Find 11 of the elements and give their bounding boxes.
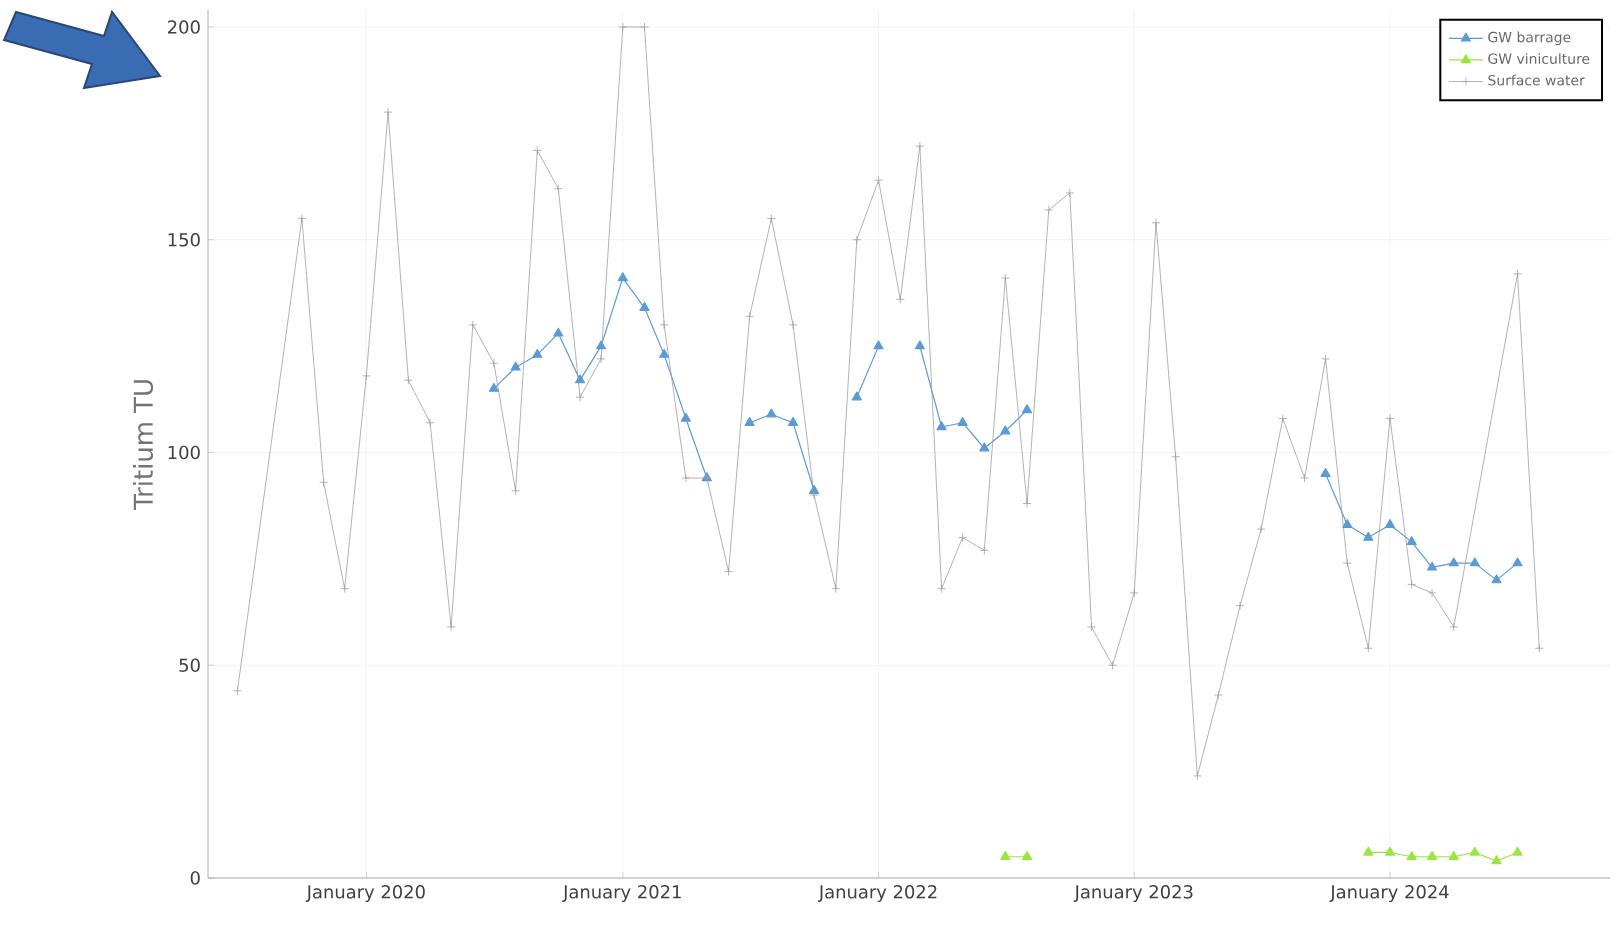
y-tick-label: 50 (179, 658, 200, 673)
y-tick-label: 100 (168, 445, 200, 460)
y-tick-label: 150 (168, 232, 200, 247)
x-tick-label: January 2020 (305, 885, 425, 903)
y-tick-label: 200 (168, 20, 200, 34)
x-tick-label: January 2021 (562, 885, 681, 903)
y-axis-title: Tritium TU (133, 380, 154, 510)
y-tick-label: 0 (190, 871, 200, 885)
x-tick-label: January 2024 (1329, 885, 1449, 903)
x-tick-label: January 2022 (817, 885, 937, 903)
x-tick-label: January 2023 (1073, 885, 1193, 903)
